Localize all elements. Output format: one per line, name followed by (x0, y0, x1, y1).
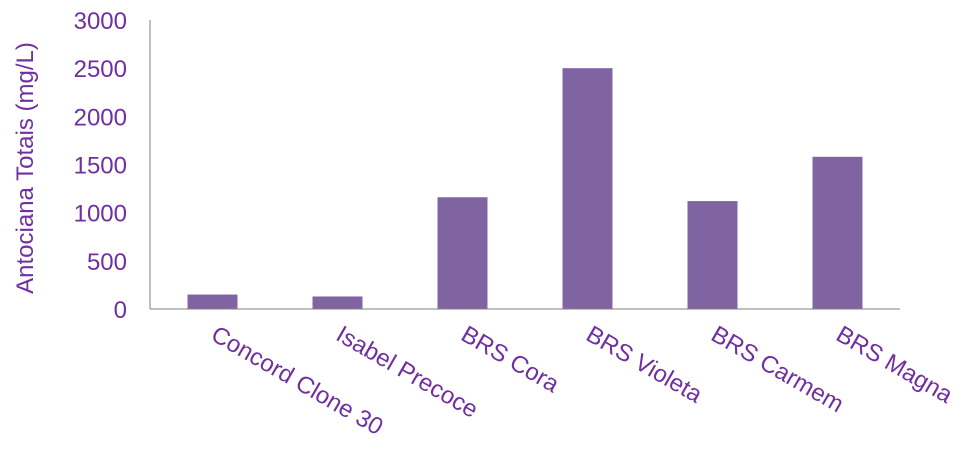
bars (187, 68, 863, 310)
y-tick-label: 2000 (74, 104, 127, 131)
y-tick-label: 2500 (74, 56, 127, 83)
bar (812, 156, 863, 309)
y-tick-label: 3000 (74, 8, 127, 35)
bar (187, 294, 238, 309)
x-category-label: BRS Cora (457, 321, 565, 399)
bar (312, 296, 363, 309)
y-tick-label: 0 (114, 297, 127, 324)
bar (437, 197, 488, 309)
y-tick-label: 1500 (74, 153, 127, 180)
x-category-label: BRS Magna (832, 321, 958, 409)
y-tick-label: 1000 (74, 201, 127, 228)
x-category-label: BRS Carmem (707, 321, 849, 418)
y-axis-tick-labels: 0 500 1000 1500 2000 2500 3000 (74, 8, 127, 324)
x-category-label: BRS Violeta (582, 321, 708, 409)
y-tick-label: 500 (87, 249, 127, 276)
bar (562, 68, 613, 310)
bar (687, 201, 738, 309)
y-axis-title: Antociana Totais (mg/L) (12, 42, 39, 294)
